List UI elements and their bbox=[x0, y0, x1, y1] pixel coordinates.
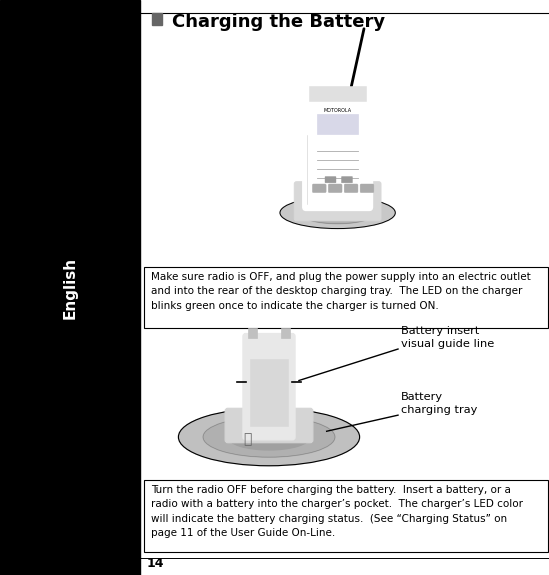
Text: Ⓜ: Ⓜ bbox=[243, 432, 251, 446]
Ellipse shape bbox=[203, 417, 335, 457]
FancyBboxPatch shape bbox=[243, 334, 295, 440]
FancyBboxPatch shape bbox=[360, 184, 374, 193]
Text: 14: 14 bbox=[147, 557, 164, 570]
FancyBboxPatch shape bbox=[344, 184, 358, 193]
Bar bbox=[0, 0, 140, 575]
Bar bbox=[248, 328, 257, 338]
Text: Make sure radio is OFF, and plug the power supply into an electric outlet
and in: Make sure radio is OFF, and plug the pow… bbox=[151, 272, 531, 310]
Bar bbox=[144, 480, 548, 552]
Bar bbox=[152, 13, 162, 25]
FancyBboxPatch shape bbox=[312, 184, 326, 193]
FancyBboxPatch shape bbox=[294, 182, 381, 221]
Text: Charging the Battery: Charging the Battery bbox=[172, 13, 385, 30]
Ellipse shape bbox=[299, 202, 376, 224]
Ellipse shape bbox=[228, 424, 310, 450]
Text: Battery insert
visual guide line: Battery insert visual guide line bbox=[401, 326, 494, 349]
Bar bbox=[250, 359, 288, 426]
Ellipse shape bbox=[280, 197, 395, 228]
Text: MOTOROLA: MOTOROLA bbox=[323, 109, 352, 113]
Ellipse shape bbox=[178, 408, 360, 466]
FancyBboxPatch shape bbox=[328, 184, 342, 193]
Bar bbox=[281, 328, 290, 338]
FancyBboxPatch shape bbox=[303, 80, 372, 210]
Text: Battery
charging tray: Battery charging tray bbox=[401, 392, 477, 415]
Text: Turn the radio OFF before charging the battery.  Insert a battery, or a
radio wi: Turn the radio OFF before charging the b… bbox=[151, 485, 523, 538]
Bar bbox=[144, 267, 548, 328]
FancyBboxPatch shape bbox=[225, 408, 313, 443]
Text: English: English bbox=[63, 256, 77, 319]
FancyBboxPatch shape bbox=[341, 177, 352, 183]
Bar bbox=[317, 114, 358, 134]
FancyBboxPatch shape bbox=[325, 177, 336, 183]
Bar bbox=[309, 86, 367, 101]
